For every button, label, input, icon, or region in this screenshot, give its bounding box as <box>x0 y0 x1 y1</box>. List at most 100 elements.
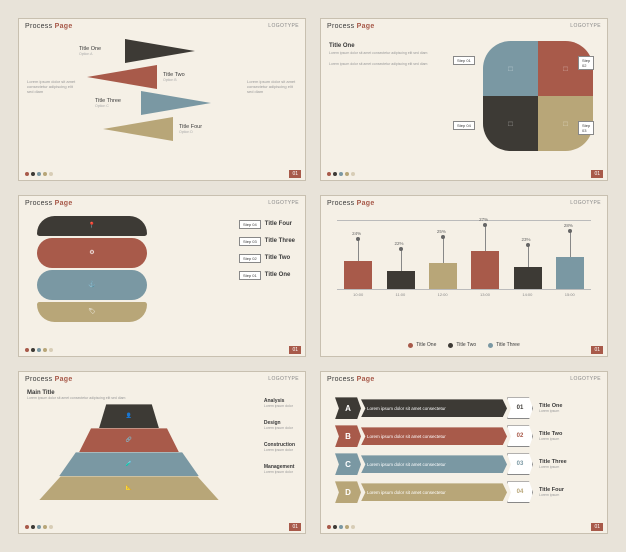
row-bar: Lorem ipsum dolor sit amet consectetur <box>361 455 507 473</box>
slide2-text: Title One Lorem ipsum dolor sit amet con… <box>329 43 449 67</box>
option-title: Title FourOption D <box>179 124 219 134</box>
row-letter: D <box>335 481 361 503</box>
slide-1: Process Page LOGOTYPE Lorem ipsum dolor … <box>18 18 306 181</box>
slide-4: Process Page LOGOTYPE 24% 22% 25% 27% 23% 28%… <box>320 195 608 358</box>
legend-item: Title One <box>408 342 436 348</box>
page-number: 01 <box>591 523 603 531</box>
logotype: LOGOTYPE <box>570 23 601 29</box>
row-number: 04 <box>507 481 533 503</box>
triangle-icon <box>141 91 211 115</box>
x-tick: 14:00 <box>522 292 532 297</box>
row-title: Title FourLorem ipsum <box>533 487 593 497</box>
page-number: 01 <box>591 170 603 178</box>
step-label: Step 01 <box>453 56 475 65</box>
page-number: 01 <box>289 170 301 178</box>
sphere-band: 📍 <box>37 216 147 236</box>
legend-item: Title Two <box>448 342 476 348</box>
logotype: LOGOTYPE <box>268 23 299 29</box>
slide-header: Process Page <box>25 376 73 383</box>
arrow-row: C Lorem ipsum dolor sit amet consectetur… <box>335 452 593 476</box>
main-title: Main TitleLorem ipsum dolor sit amet con… <box>27 390 125 400</box>
layer-label: ManagementLorem ipsum dolor <box>264 464 295 474</box>
row-letter: B <box>335 425 361 447</box>
legend-item: Title Three <box>488 342 520 348</box>
percent-label: 22% <box>395 241 404 246</box>
arrow-row: B Lorem ipsum dolor sit amet consectetur… <box>335 424 593 448</box>
arrow-list: A Lorem ipsum dolor sit amet consectetur… <box>335 396 593 508</box>
pyramid: 👤🔗🧪📐 <box>39 404 219 500</box>
band-label: Step 03Title Three <box>239 237 295 246</box>
lorem-left: Lorem ipsum dolor sit amet consectetur a… <box>27 79 77 95</box>
triangle-icon <box>103 117 173 141</box>
option-title: Title TwoOption B <box>163 72 203 82</box>
percent-label: 27% <box>479 217 488 222</box>
x-axis: 10:0011:0012:0013:0014:0015:00 <box>337 292 591 297</box>
row-bar: Lorem ipsum dolor sit amet consectetur <box>361 483 507 501</box>
slide-2: Process Page LOGOTYPE Title One Lorem ip… <box>320 18 608 181</box>
row-number: 02 <box>507 425 533 447</box>
x-tick: 13:00 <box>480 292 490 297</box>
x-tick: 12:00 <box>438 292 448 297</box>
pyramid-labels: AnalysisLorem ipsum dolor DesignLorem ips… <box>264 398 295 486</box>
percent-label: 28% <box>564 223 573 228</box>
circle-segment: ⬚ <box>483 41 538 96</box>
pyramid-layer: 🔗 <box>79 428 179 452</box>
pyramid-layer: 🧪 <box>59 452 199 476</box>
option-title: Title ThreeOption C <box>95 98 135 108</box>
step-label: Step 02 <box>578 56 594 70</box>
page-number: 01 <box>591 346 603 354</box>
page-number: 01 <box>289 346 301 354</box>
layer-label: DesignLorem ipsum dolor <box>264 420 295 430</box>
palette-dots <box>327 172 355 176</box>
slide-header: Process Page <box>327 376 375 383</box>
row-bar: Lorem ipsum dolor sit amet consectetur <box>361 427 507 445</box>
layer-label: AnalysisLorem ipsum dolor <box>264 398 295 408</box>
triangle-icon <box>87 65 157 89</box>
slide2-title: Title One <box>329 43 449 49</box>
band-label: Step 02Title Two <box>239 254 295 263</box>
band-label: Step 04Title Four <box>239 220 295 229</box>
pyramid-layer: 👤 <box>99 404 159 428</box>
slide-6: Process Page LOGOTYPE A Lorem ipsum dolo… <box>320 371 608 534</box>
option-row: Title FourOption D <box>103 117 219 141</box>
timeline-chart: 24% 22% 25% 27% 23% 28% <box>337 220 591 290</box>
chart-bar <box>344 261 372 289</box>
percent-label: 23% <box>522 237 531 242</box>
chart-bar <box>514 267 542 289</box>
row-title: Title TwoLorem ipsum <box>533 431 593 441</box>
sphere-diagram: 📍⚙⚓🏷 <box>37 216 147 326</box>
chart-legend: Title One Title Two Title Three <box>321 342 607 348</box>
option-row: Title TwoOption B <box>87 65 219 89</box>
slide-5: Process Page LOGOTYPE Main TitleLorem ip… <box>18 371 306 534</box>
arrow-row: D Lorem ipsum dolor sit amet consectetur… <box>335 480 593 504</box>
slide-grid: Process Page LOGOTYPE Lorem ipsum dolor … <box>18 18 608 534</box>
circular-diagram: ⬚Step 01⬚Step 02⬚Step 03⬚Step 04 <box>483 41 593 151</box>
slide-3: Process Page LOGOTYPE 📍⚙⚓🏷 Step 04Title … <box>18 195 306 358</box>
logotype: LOGOTYPE <box>268 200 299 206</box>
slide-header: Process Page <box>327 23 375 30</box>
circle-segment: ⬚ <box>483 96 538 151</box>
chart-bar <box>387 271 415 289</box>
chart-bar <box>471 251 499 289</box>
row-bar: Lorem ipsum dolor sit amet consectetur <box>361 399 507 417</box>
arrow-row: A Lorem ipsum dolor sit amet consectetur… <box>335 396 593 420</box>
x-tick: 10:00 <box>353 292 363 297</box>
palette-dots <box>25 172 53 176</box>
slide-header: Process Page <box>327 200 375 207</box>
chart-bar <box>429 263 457 289</box>
logotype: LOGOTYPE <box>570 200 601 206</box>
step-label: Step 03 <box>578 121 594 135</box>
step-label: Step 04 <box>453 121 475 130</box>
palette-dots <box>327 525 355 529</box>
palette-dots <box>25 525 53 529</box>
percent-label: 25% <box>437 229 446 234</box>
percent-label: 24% <box>352 231 361 236</box>
triangle-icon <box>125 39 195 63</box>
row-number: 01 <box>507 397 533 419</box>
chart-bar <box>556 257 584 289</box>
palette-dots <box>25 348 53 352</box>
sphere-labels: Step 04Title Four Step 03Title Three Step … <box>239 220 295 288</box>
row-number: 03 <box>507 453 533 475</box>
logotype: LOGOTYPE <box>268 376 299 382</box>
layer-label: ConstructionLorem ipsum dolor <box>264 442 295 452</box>
